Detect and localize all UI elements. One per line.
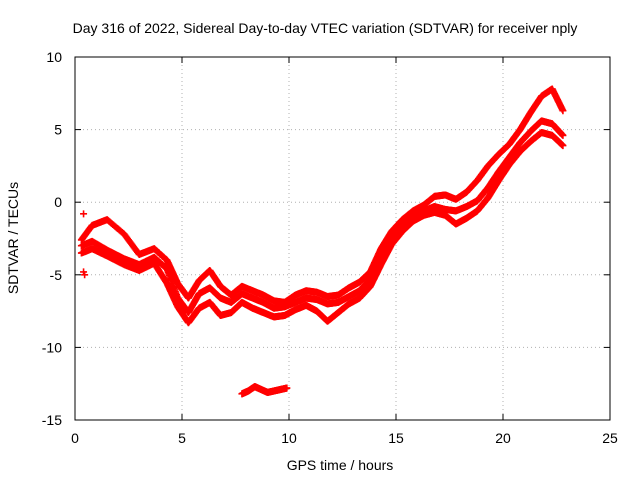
x-tick-label: 10 xyxy=(281,430,297,446)
y-tick-label: -10 xyxy=(42,339,62,355)
grid-lines xyxy=(75,57,610,420)
y-tick-label: -5 xyxy=(50,267,63,283)
series-track-2 xyxy=(77,129,567,327)
plot-frame xyxy=(74,56,611,421)
series-track-3 xyxy=(77,85,567,306)
series-isolated-points xyxy=(80,210,89,279)
data-point xyxy=(559,131,567,139)
series-low-segment xyxy=(238,383,291,398)
chart-title: Day 316 of 2022, Sidereal Day-to-day VTE… xyxy=(73,20,578,36)
x-tick-label: 15 xyxy=(388,430,404,446)
y-tick-label: -15 xyxy=(42,412,62,428)
x-tick-label: 20 xyxy=(495,430,511,446)
data-point xyxy=(80,210,88,218)
y-tick-label: 10 xyxy=(46,49,62,65)
x-tick-label: 25 xyxy=(602,430,618,446)
x-tick-label: 0 xyxy=(71,430,79,446)
data-point xyxy=(559,107,567,115)
tick-labels: 0 5 10 15 20 25 -15 -10 -5 0 5 10 xyxy=(42,49,618,446)
y-axis-label: SDTVAR / TECUs xyxy=(5,182,21,294)
data-point xyxy=(81,271,89,279)
x-axis-label: GPS time / hours xyxy=(287,457,394,473)
data-points xyxy=(77,85,567,398)
y-tick-label: 5 xyxy=(54,122,62,138)
x-tick-label: 5 xyxy=(178,430,186,446)
data-point xyxy=(283,384,291,392)
data-point xyxy=(559,142,567,150)
y-tick-label: 0 xyxy=(54,194,62,210)
